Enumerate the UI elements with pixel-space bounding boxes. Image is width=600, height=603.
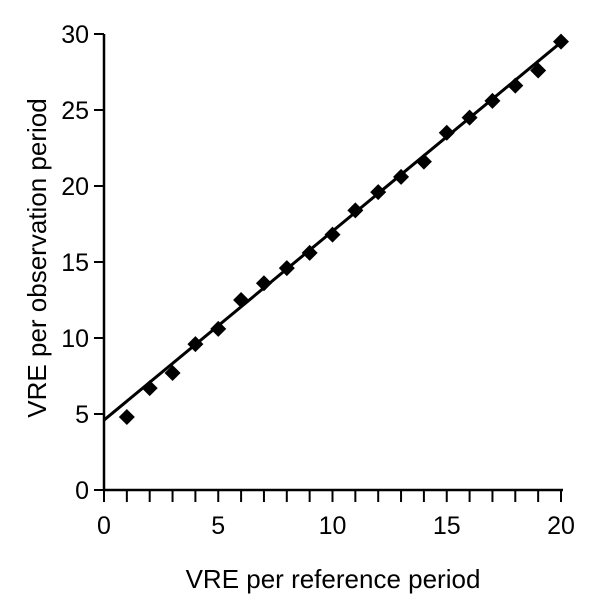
x-tick-label: 5 (211, 512, 225, 540)
data-point (233, 292, 250, 308)
y-axis-ticks: 0 5 10 15 20 25 30 (61, 21, 104, 505)
x-tick-label: 15 (433, 512, 461, 540)
y-tick-label: 30 (61, 21, 89, 49)
data-point (301, 244, 318, 261)
x-axis-ticks: 0 5 10 15 20 (97, 490, 575, 540)
data-point (187, 336, 204, 353)
data-point (393, 168, 410, 185)
data-point (484, 92, 501, 109)
y-tick-label: 20 (61, 173, 89, 201)
x-tick-label: 0 (97, 512, 111, 540)
data-point (164, 364, 181, 381)
x-tick-label: 10 (319, 512, 347, 540)
data-point (118, 409, 135, 426)
y-axis-title: VRE per observation period (22, 98, 52, 417)
data-point (210, 320, 227, 337)
data-point (324, 226, 341, 243)
y-tick-label: 10 (61, 325, 89, 353)
data-point (461, 109, 478, 126)
data-point (553, 33, 569, 50)
data-point (530, 62, 547, 79)
data-points (118, 33, 569, 426)
y-tick-label: 0 (75, 477, 89, 505)
data-point (255, 275, 272, 292)
y-tick-label: 5 (75, 401, 89, 429)
x-axis-title: VRE per reference period (186, 564, 481, 594)
data-point (278, 260, 295, 277)
data-point (141, 380, 158, 397)
y-tick-label: 15 (61, 249, 89, 277)
data-point (507, 77, 524, 94)
x-tick-label: 20 (547, 512, 575, 540)
data-point (347, 202, 364, 219)
y-tick-label: 25 (61, 97, 89, 125)
data-point (370, 184, 387, 201)
data-point (415, 153, 432, 170)
data-point (438, 124, 455, 141)
